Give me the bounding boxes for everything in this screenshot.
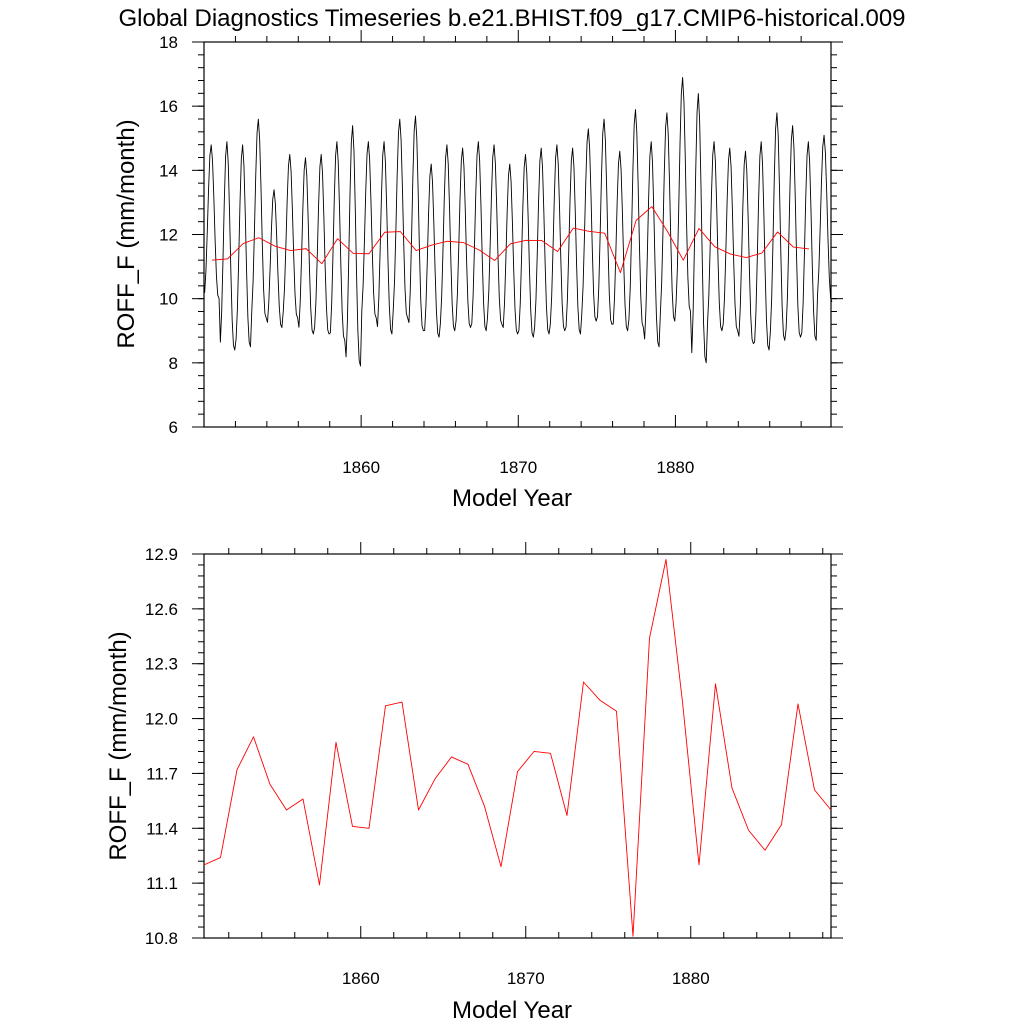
y-tick-label: 11.4 xyxy=(146,819,178,838)
monthly-line xyxy=(204,77,833,367)
y-tick-label: 8 xyxy=(169,354,178,373)
bottom-tick-labels: 1860 1870 1880 10.8 11.1 11.4 11.7 12.0 12.3 12.6… xyxy=(145,545,710,988)
x-tick-label: 1860 xyxy=(342,969,380,988)
x-tick-label: 1870 xyxy=(507,969,545,988)
bottom-series-group xyxy=(203,559,832,937)
x-tick-label: 1880 xyxy=(657,458,695,477)
annual-mean-line xyxy=(203,559,832,937)
y-tick-label: 11.1 xyxy=(146,874,178,893)
y-tick-label: 14 xyxy=(159,161,178,180)
bottom-axis-ticks xyxy=(192,542,843,939)
y-tick-label: 12.9 xyxy=(145,545,178,564)
y-tick-label: 12.0 xyxy=(145,710,178,729)
y-tick-label: 10 xyxy=(159,290,178,309)
top-x-axis-title: Model Year xyxy=(452,485,572,512)
bottom-x-axis-title: Model Year xyxy=(452,997,572,1024)
top-tick-labels: 1860 1870 1880 6 8 10 12 14 16 18 xyxy=(159,33,694,477)
y-tick-label: 6 xyxy=(169,418,178,437)
y-tick-label: 12.6 xyxy=(145,600,178,619)
y-tick-label: 12.3 xyxy=(145,655,178,674)
top-y-axis-title: ROFF_F (mm/month) xyxy=(113,119,140,348)
top-axis-ticks xyxy=(192,30,843,428)
top-panel: 1860 1870 1880 6 8 10 12 14 16 18 Model Year ROFF… xyxy=(113,30,843,512)
y-tick-label: 12 xyxy=(159,226,178,245)
figure-title: Global Diagnostics Timeseries b.e21.BHIS… xyxy=(118,5,905,32)
x-tick-label: 1870 xyxy=(499,458,537,477)
y-tick-label: 18 xyxy=(159,33,178,52)
y-tick-label: 11.7 xyxy=(146,764,178,783)
x-tick-label: 1880 xyxy=(672,969,710,988)
x-tick-label: 1860 xyxy=(342,458,380,477)
y-tick-label: 10.8 xyxy=(145,929,178,948)
bottom-panel: 1860 1870 1880 10.8 11.1 11.4 11.7 12.0 12.3 12.6… xyxy=(105,542,843,1024)
y-tick-label: 16 xyxy=(159,97,178,116)
annual-mean-line xyxy=(211,206,810,274)
bottom-y-axis-title: ROFF_F (mm/month) xyxy=(105,631,132,860)
top-series-group xyxy=(204,77,833,367)
bottom-plot-frame xyxy=(203,553,832,939)
top-plot-frame xyxy=(203,41,832,428)
